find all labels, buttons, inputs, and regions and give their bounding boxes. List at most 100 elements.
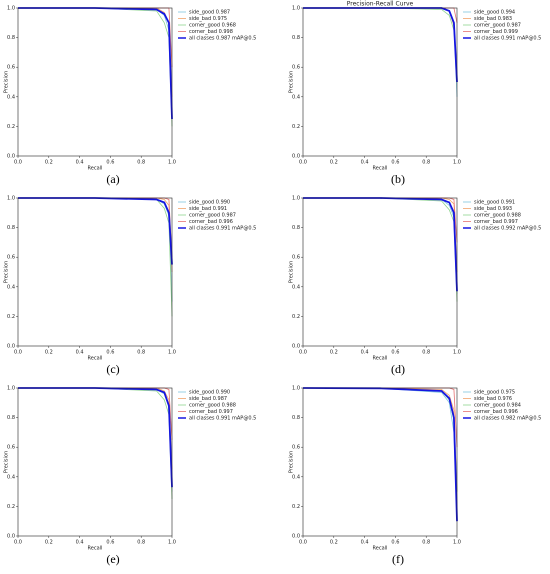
legend-label: corner_good 0.987 [474,23,521,29]
legend-label: side_good 0.990 [189,200,230,206]
x-tick-label: 0.4 [76,350,84,356]
legend-label: all classes 0.982 mAP@0.5 [474,416,541,422]
y-tick-label: 0.6 [292,65,300,71]
plot-frame [302,387,458,537]
legend-label: corner_bad 0.996 [474,409,518,415]
pr-curve [18,387,173,470]
legend-label: side_bad 0.983 [474,16,512,22]
legend-label: side_good 0.991 [474,200,515,206]
y-tick-label: 0.0 [292,154,300,160]
y-tick-label: 1.0 [292,6,300,12]
x-tick-label: 0.0 [299,160,307,166]
y-tick-label: 0.4 [7,284,15,290]
pr-curve [302,387,458,522]
x-tick-label: 0.0 [14,160,22,166]
y-tick-label: 0.6 [7,445,15,451]
y-tick-label: 0.6 [7,255,15,261]
legend-label: side_bad 0.976 [474,396,512,402]
plot-frame [302,7,458,157]
x-tick-label: 0.6 [391,160,399,166]
panel-caption: (e) [106,552,119,566]
x-tick-label: 0.6 [391,350,399,356]
legend-label: corner_bad 0.999 [474,29,518,35]
x-tick-label: 0.4 [76,540,84,546]
x-axis-label: Recall [88,356,103,362]
y-tick-label: 0.0 [7,344,15,350]
x-tick-label: 0.2 [45,540,53,546]
x-tick-label: 0.4 [76,160,84,166]
pr-curve [303,197,458,273]
legend-label: corner_good 0.987 [189,213,236,219]
x-tick-label: 0.8 [137,160,145,166]
pr-curve [303,197,458,302]
y-axis-label: Precision [4,71,10,93]
x-tick-label: 0.8 [422,160,430,166]
x-tick-label: 0.8 [137,540,145,546]
panel-caption: (c) [106,362,119,376]
plot-frame [17,387,173,537]
x-tick-label: 1.0 [168,350,176,356]
pr-curve [18,387,173,440]
legend-label: corner_good 0.988 [189,403,236,409]
x-tick-label: 0.8 [422,540,430,546]
legend-label: all classes 0.991 mAP@0.5 [189,416,256,422]
x-axis-label: Recall [88,166,103,172]
x-tick-label: 0.4 [361,540,369,546]
y-tick-label: 0.8 [7,35,15,41]
y-tick-label: 0.0 [292,344,300,350]
y-axis-label: Precision [4,261,10,283]
pr-curve [18,387,173,492]
legend-label: corner_bad 0.996 [189,219,233,225]
y-tick-label: 1.0 [7,386,15,392]
y-tick-label: 1.0 [292,386,300,392]
pr-curve [303,7,458,83]
legend-label: side_good 0.990 [189,390,230,396]
x-tick-label: 1.0 [453,350,461,356]
y-tick-label: 0.4 [292,284,300,290]
pr-curve [303,197,458,295]
legend-label: side_good 0.994 [474,10,515,16]
y-tick-label: 0.0 [7,534,15,540]
pr-curve [18,7,173,97]
y-tick-label: 0.6 [292,255,300,261]
pr-curve [18,387,173,500]
x-axis-label: Recall [373,166,388,172]
chart-title: Precision-Recall Curve [347,1,414,8]
pr-curve [303,197,458,243]
panel-caption: (d) [391,362,405,376]
x-tick-label: 0.6 [391,540,399,546]
y-tick-label: 0.6 [292,445,300,451]
x-tick-label: 1.0 [453,540,461,546]
y-tick-label: 1.0 [7,196,15,202]
x-tick-label: 0.6 [106,350,114,356]
legend-label: all classes 0.987 mAP@0.5 [189,36,256,42]
pr-curve [18,7,173,68]
x-tick-label: 0.4 [361,160,369,166]
legend-label: corner_good 0.988 [474,213,521,219]
pr-curve [303,7,458,97]
y-tick-label: 0.2 [292,504,300,510]
y-tick-label: 1.0 [292,196,300,202]
x-tick-label: 0.2 [45,160,53,166]
y-tick-label: 0.8 [7,415,15,421]
y-axis-label: Precision [4,451,10,473]
y-tick-label: 0.4 [7,94,15,100]
pr-curve [18,7,173,120]
x-tick-label: 1.0 [168,540,176,546]
pr-curve [303,387,458,492]
pr-curve [303,387,458,448]
y-tick-label: 0.2 [7,124,15,130]
legend-label: corner_good 0.984 [474,403,521,409]
x-tick-label: 0.0 [14,350,22,356]
y-tick-label: 1.0 [7,6,15,12]
x-tick-label: 0.2 [330,160,338,166]
pr-curve [18,197,173,258]
y-tick-label: 0.8 [7,225,15,231]
y-tick-label: 0.8 [292,225,300,231]
y-tick-label: 0.8 [292,415,300,421]
y-tick-label: 0.2 [7,504,15,510]
y-tick-label: 0.2 [292,314,300,320]
legend-label: corner_bad 0.997 [189,409,233,415]
x-tick-label: 0.2 [330,540,338,546]
